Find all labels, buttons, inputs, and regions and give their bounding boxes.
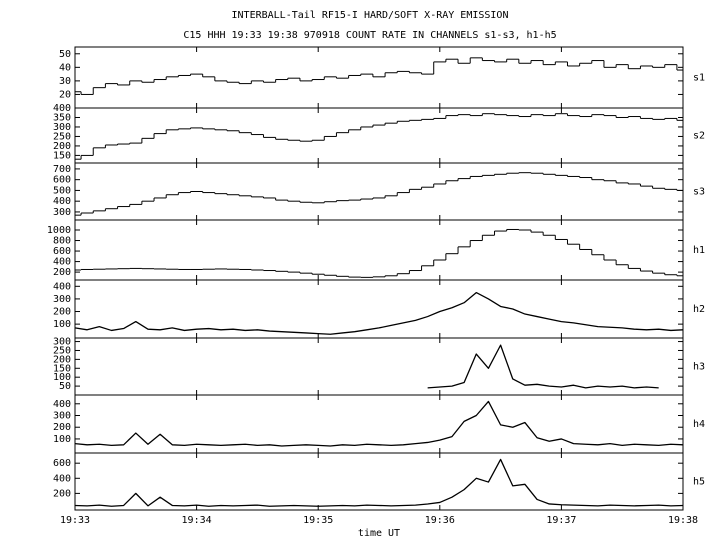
y-tick-label: 50 (59, 49, 71, 60)
x-tick-label: 19:37 (546, 515, 576, 526)
series-line (74, 458, 684, 507)
step-riser (80, 229, 678, 278)
y-tick-label: 200 (53, 488, 71, 499)
x-tick-label: 19:35 (303, 515, 333, 526)
step-riser (80, 172, 678, 216)
y-tick-label: 150 (53, 150, 71, 161)
y-tick-label: 600 (53, 246, 71, 257)
y-tick-label: 800 (53, 236, 71, 247)
y-tick-label: 300 (53, 411, 71, 422)
x-tick-label: 19:33 (60, 515, 90, 526)
y-tick-label: 300 (53, 207, 71, 218)
y-tick-label: 20 (59, 89, 71, 100)
series-line (427, 344, 659, 389)
x-tick-label: 19:34 (182, 515, 212, 526)
y-tick-label: 400 (53, 281, 71, 292)
y-tick-label: 400 (53, 196, 71, 207)
series-label: s2 (693, 131, 705, 142)
y-tick-label: 100 (53, 319, 71, 330)
x-tick-label: 19:38 (668, 515, 698, 526)
y-tick-label: 350 (53, 112, 71, 123)
step-riser (80, 113, 678, 160)
y-tick-label: 300 (53, 122, 71, 133)
y-tick-label: 100 (53, 434, 71, 445)
y-tick-label: 400 (53, 399, 71, 410)
y-tick-label: 400 (53, 473, 71, 484)
y-tick-label: 300 (53, 337, 71, 348)
y-tick-label: 150 (53, 363, 71, 374)
y-tick-label: 50 (59, 381, 71, 392)
y-tick-label: 200 (53, 141, 71, 152)
y-tick-label: 600 (53, 175, 71, 186)
y-tick-label: 500 (53, 185, 71, 196)
series-label: h4 (693, 419, 705, 430)
y-tick-label: 200 (53, 354, 71, 365)
y-tick-label: 200 (53, 267, 71, 278)
x-axis-label: time UT (358, 528, 400, 539)
y-tick-label: 600 (53, 458, 71, 469)
series-label: h2 (693, 304, 705, 315)
series-label: h5 (693, 477, 705, 488)
y-tick-label: 200 (53, 422, 71, 433)
y-tick-label: 100 (53, 372, 71, 383)
chart-subtitle: C15 HHH 19:33 19:38 970918 COUNT RATE IN… (183, 30, 556, 41)
panel-frame (74, 452, 684, 511)
step-riser (80, 57, 678, 95)
y-tick-label: 400 (53, 103, 71, 114)
x-tick-label: 19:36 (425, 515, 455, 526)
series-label: s3 (693, 187, 705, 198)
y-tick-label: 400 (53, 257, 71, 268)
y-tick-label: 30 (59, 76, 71, 87)
series-label: h3 (693, 362, 705, 373)
y-tick-label: 250 (53, 131, 71, 142)
y-tick-label: 700 (53, 164, 71, 175)
y-tick-label: 300 (53, 294, 71, 305)
y-tick-label: 40 (59, 62, 71, 73)
y-tick-label: 1000 (47, 225, 71, 236)
series-line (74, 400, 684, 447)
y-tick-label: 200 (53, 307, 71, 318)
y-tick-label: 250 (53, 345, 71, 356)
series-label: h1 (693, 245, 705, 256)
chart-title: INTERBALL-Tail RF15-I HARD/SOFT X-RAY EM… (232, 10, 509, 21)
series-line (74, 291, 684, 335)
series-label: s1 (693, 73, 705, 84)
